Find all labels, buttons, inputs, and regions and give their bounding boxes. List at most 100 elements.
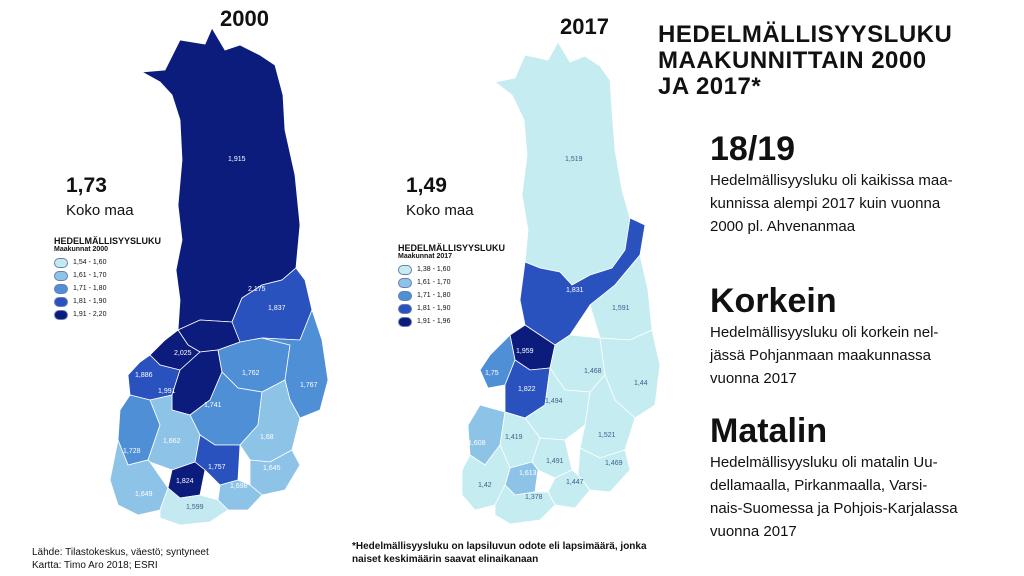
region-label: 1,915: [228, 156, 246, 163]
legend-label: 1,81 - 1,90: [417, 305, 451, 312]
region-label: 1,494: [545, 398, 563, 405]
title-line: HEDELMÄLLISYYSLUKU: [658, 21, 953, 48]
region-uusimaa-2017: [494, 484, 556, 525]
section-18-19: 18/19 Hedelmällisyysluku oli kaikissa ma…: [710, 130, 953, 238]
section-heading: 18/19: [710, 130, 796, 168]
region-label: 1,991: [158, 388, 176, 395]
legend-item: 1,81 - 1,90: [54, 295, 161, 308]
region-label: 1,75: [485, 370, 499, 377]
legend-item: 1,91 - 2,20: [54, 308, 161, 321]
text-line: dellamaalla, Pirkanmaalla, Varsi-: [710, 477, 928, 494]
legend-item: 1,71 - 1,80: [398, 289, 505, 302]
region-label: 1,44: [634, 380, 648, 387]
legend-title: HEDELMÄLLISYYSLUKU: [398, 243, 506, 253]
legend-subtitle: Maakunnat 2000: [54, 246, 109, 253]
legend-label: 1,71 - 1,80: [73, 285, 107, 292]
region-label: 1,662: [163, 438, 181, 445]
legend-item: 1,61 - 1,70: [54, 269, 161, 282]
region-label: 1,468: [584, 368, 602, 375]
legend-item: 1,91 - 1,96: [398, 315, 505, 328]
region-label: 1,68: [260, 434, 274, 441]
text-line: vuonna 2017: [710, 523, 797, 540]
region-lappi-2017: [494, 41, 631, 286]
region-label: 1,419: [505, 434, 523, 441]
legend-label: 1,91 - 1,96: [417, 318, 451, 325]
region-label: 1,837: [268, 305, 286, 312]
legend-label: 1,38 - 1,60: [417, 266, 451, 273]
legend-label: 1,71 - 1,80: [417, 292, 451, 299]
region-label: 1,698: [230, 483, 248, 490]
footnote-line: *Hedelmällisyysluku on lapsiluvun odote …: [352, 541, 647, 552]
text-line: nais-Suomessa ja Pohjois-Karjalassa: [710, 500, 958, 517]
legend-swatch: [398, 277, 412, 288]
title-line: JA 2017*: [658, 73, 762, 100]
region-label: 1,447: [566, 479, 584, 486]
region-label: 1,519: [565, 156, 583, 163]
text-line: jässä Pohjanmaan maakunnassa: [710, 347, 931, 364]
region-label: 1,824: [176, 478, 194, 485]
text-line: kunnissa alempi 2017 kuin vuonna: [710, 195, 941, 212]
page-title: HEDELMÄLLISYYSLUKU MAAKUNNITTAIN 2000 JA…: [658, 22, 952, 100]
region-label: 1,649: [135, 491, 153, 498]
region-label: 1,822: [518, 386, 536, 393]
region-uusimaa-2000: [159, 487, 229, 526]
section-text: Hedelmällisyysluku oli korkein nel- jäss…: [710, 321, 938, 390]
region-label: 1,762: [242, 370, 260, 377]
region-label: 1,469: [605, 460, 623, 467]
national-value-2000: 1,73: [66, 174, 107, 197]
region-pohjois-karjala-2000: [261, 308, 329, 419]
legend-swatch: [398, 316, 412, 327]
region-label: 1,831: [566, 287, 584, 294]
map-2000-year: 2000: [220, 6, 269, 31]
legend-item: 1,54 - 1,60: [54, 256, 161, 269]
region-label: 1,378: [525, 494, 543, 501]
region-label: 1,757: [208, 464, 226, 471]
text-line: vuonna 2017: [710, 370, 797, 387]
legend-label: 1,61 - 1,70: [73, 272, 107, 279]
section-heading: Korkein: [710, 282, 837, 320]
text-line: Hedelmällisyysluku oli matalin Uu-: [710, 454, 938, 471]
legend-swatch: [54, 309, 68, 320]
legend-subtitle: Maakunnat 2017: [398, 253, 453, 260]
text-line: Hedelmällisyysluku oli korkein nel-: [710, 324, 939, 341]
section-matalin: Matalin Hedelmällisyysluku oli matalin U…: [710, 412, 958, 543]
legend-swatch: [398, 264, 412, 275]
source-line: Lähde: Tilastokeskus, väestö; syntyneet: [32, 547, 209, 558]
legend-2000: HEDELMÄLLISYYSLUKU Maakunnat 2000 1,54 -…: [54, 236, 161, 321]
map-2017-year: 2017: [560, 14, 609, 39]
region-label: 1,591: [612, 305, 630, 312]
region-label: 1,599: [186, 504, 204, 511]
section-text: Hedelmällisyysluku oli matalin Uu- della…: [710, 451, 958, 543]
region-label: 2,175: [248, 286, 266, 293]
national-label-2000: Koko maa: [66, 202, 134, 219]
region-label: 1,491: [546, 458, 564, 465]
legend-label: 1,54 - 1,60: [73, 259, 107, 266]
footnote: *Hedelmällisyysluku on lapsiluvun odote …: [352, 540, 647, 566]
text-line: Hedelmällisyysluku oli kaikissa maa-: [710, 172, 953, 189]
legend-label: 1,91 - 2,20: [73, 311, 107, 318]
region-label: 1,728: [123, 448, 141, 455]
legend-title: HEDELMÄLLISYYSLUKU: [54, 236, 162, 246]
section-korkein: Korkein Hedelmällisyysluku oli korkein n…: [710, 282, 938, 390]
source-credit: Lähde: Tilastokeskus, väestö; syntyneet …: [32, 546, 209, 572]
section-text: Hedelmällisyysluku oli kaikissa maa- kun…: [710, 169, 953, 238]
legend-swatch: [54, 257, 68, 268]
legend-item: 1,81 - 1,90: [398, 302, 505, 315]
region-label: 1,886: [135, 372, 153, 379]
region-label: 1,608: [468, 440, 486, 447]
footnote-line: naiset keskimäärin saavat elinaikanaan: [352, 554, 539, 565]
legend-swatch: [398, 303, 412, 314]
legend-swatch: [54, 296, 68, 307]
region-label: 1,521: [598, 432, 616, 439]
legend-swatch: [54, 283, 68, 294]
legend-2017: HEDELMÄLLISYYSLUKU Maakunnat 2017 1,38 -…: [398, 243, 505, 328]
region-label: 1,645: [263, 465, 281, 472]
region-label: 1,741: [204, 402, 222, 409]
region-label: 1,613: [519, 470, 537, 477]
legend-item: 1,38 - 1,60: [398, 263, 505, 276]
region-label: 1,42: [478, 482, 492, 489]
section-heading: Matalin: [710, 412, 828, 450]
legend-label: 1,61 - 1,70: [417, 279, 451, 286]
legend-item: 1,61 - 1,70: [398, 276, 505, 289]
